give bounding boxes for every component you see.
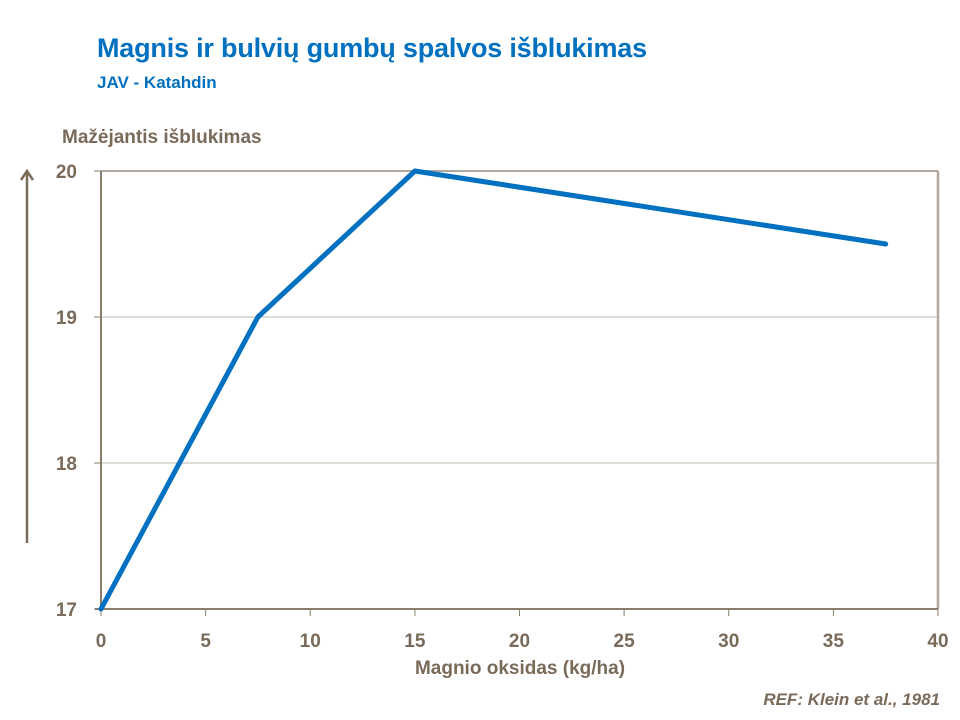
data-series <box>98 168 889 612</box>
grid-lines <box>101 170 938 464</box>
x-tick-label: 10 <box>300 631 321 652</box>
reference-note: REF: Klein et al., 1981 <box>763 690 940 709</box>
y-tick-label: 19 <box>56 308 77 329</box>
y-tick-label: 17 <box>56 600 77 621</box>
x-tick-label: 25 <box>614 631 636 652</box>
x-tick-label: 0 <box>96 631 107 652</box>
y-tick-label: 18 <box>56 454 77 475</box>
x-tick-label: 15 <box>404 631 426 652</box>
arrow-up-icon <box>19 168 35 543</box>
chart-subtitle: JAV - Katahdin <box>97 73 217 92</box>
series-line <box>98 168 889 612</box>
x-axis-label: Magnio oksidas (kg/ha) <box>414 658 626 679</box>
x-tick-label: 20 <box>509 631 530 652</box>
x-axis-ticks: 0 5 10 15 20 25 30 35 40 <box>96 609 949 652</box>
x-tick-label: 40 <box>927 631 948 652</box>
y-axis-label: Mažėjantis išblukimas <box>62 127 262 148</box>
chart-title: Magnis ir bulvių gumbų spalvos išblukima… <box>97 33 647 63</box>
x-tick-label: 5 <box>200 631 211 652</box>
y-axis-ticks: 17 18 19 20 <box>56 162 101 621</box>
x-tick-label: 35 <box>823 631 845 652</box>
y-tick-label: 20 <box>56 162 77 183</box>
plot-frame <box>95 170 940 610</box>
x-tick-label: 30 <box>718 631 739 652</box>
